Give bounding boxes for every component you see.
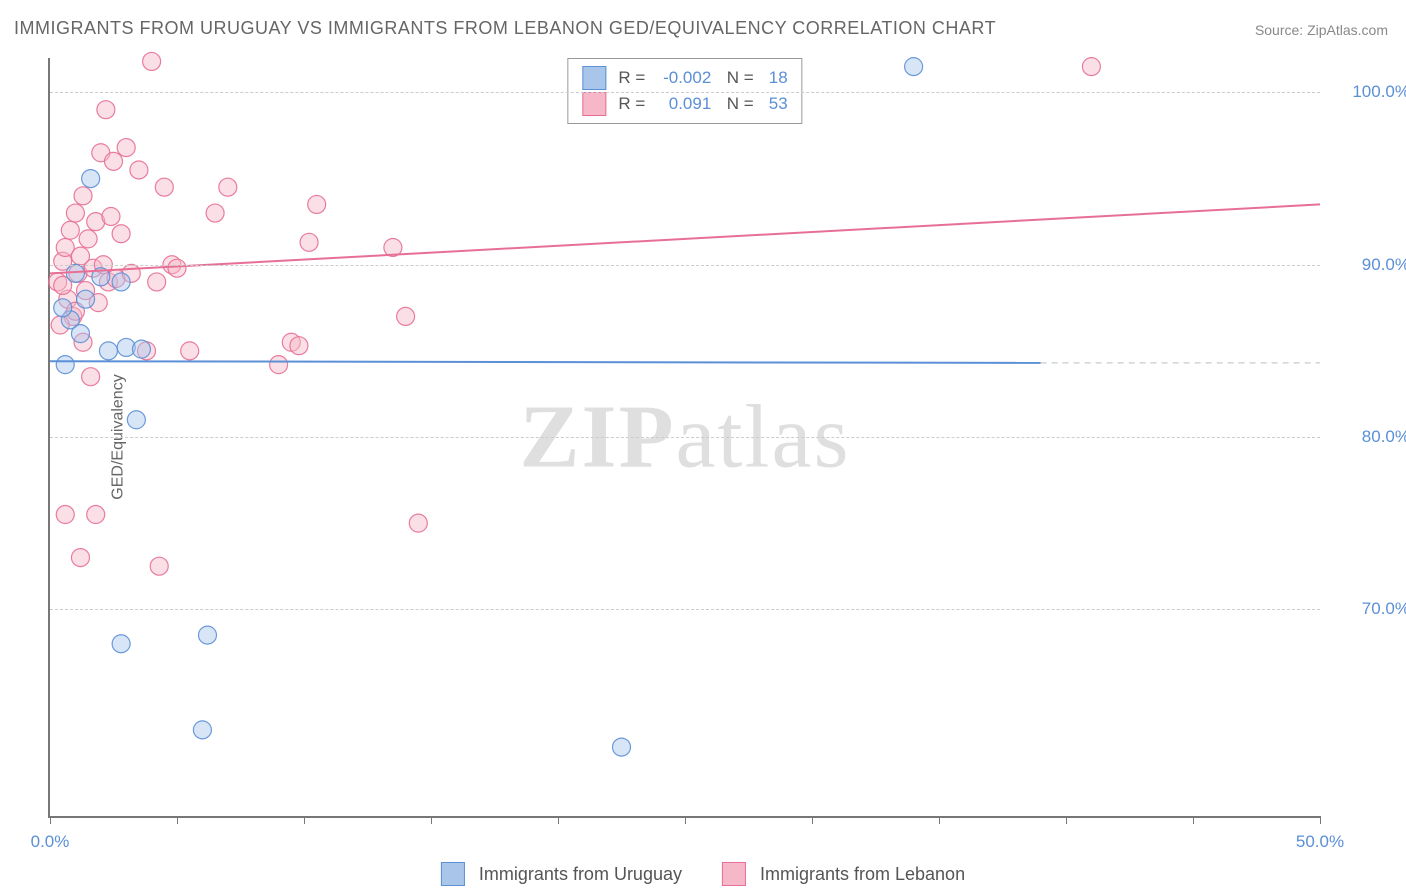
y-tick-label: 90.0%	[1330, 255, 1406, 275]
x-tick	[431, 816, 432, 824]
chart-title: IMMIGRANTS FROM URUGUAY VS IMMIGRANTS FR…	[14, 18, 996, 39]
x-tick	[50, 816, 51, 824]
gridline-h	[50, 265, 1320, 266]
bottom-legend: Immigrants from Uruguay Immigrants from L…	[441, 862, 965, 886]
y-tick-label: 70.0%	[1330, 599, 1406, 619]
x-tick	[558, 816, 559, 824]
x-tick-label: 50.0%	[1296, 832, 1344, 852]
x-tick	[1320, 816, 1321, 824]
gridline-h	[50, 437, 1320, 438]
x-tick	[1193, 816, 1194, 824]
legend-item: Immigrants from Lebanon	[722, 862, 965, 886]
legend-label: Immigrants from Lebanon	[760, 864, 965, 885]
x-tick	[304, 816, 305, 824]
legend-swatch	[722, 862, 746, 886]
x-tick	[1066, 816, 1067, 824]
legend-label: Immigrants from Uruguay	[479, 864, 682, 885]
plot-area: GED/Equivalency ZIPatlas R = -0.002 N = …	[48, 58, 1320, 818]
x-tick	[812, 816, 813, 824]
x-tick	[939, 816, 940, 824]
y-tick-label: 100.0%	[1330, 82, 1406, 102]
x-tick-label: 0.0%	[31, 832, 70, 852]
x-tick	[177, 816, 178, 824]
legend-item: Immigrants from Uruguay	[441, 862, 682, 886]
gridline-h	[50, 92, 1320, 93]
x-tick	[685, 816, 686, 824]
y-tick-label: 80.0%	[1330, 427, 1406, 447]
gridline-h	[50, 609, 1320, 610]
source-label: Source: ZipAtlas.com	[1255, 22, 1388, 38]
legend-swatch	[441, 862, 465, 886]
